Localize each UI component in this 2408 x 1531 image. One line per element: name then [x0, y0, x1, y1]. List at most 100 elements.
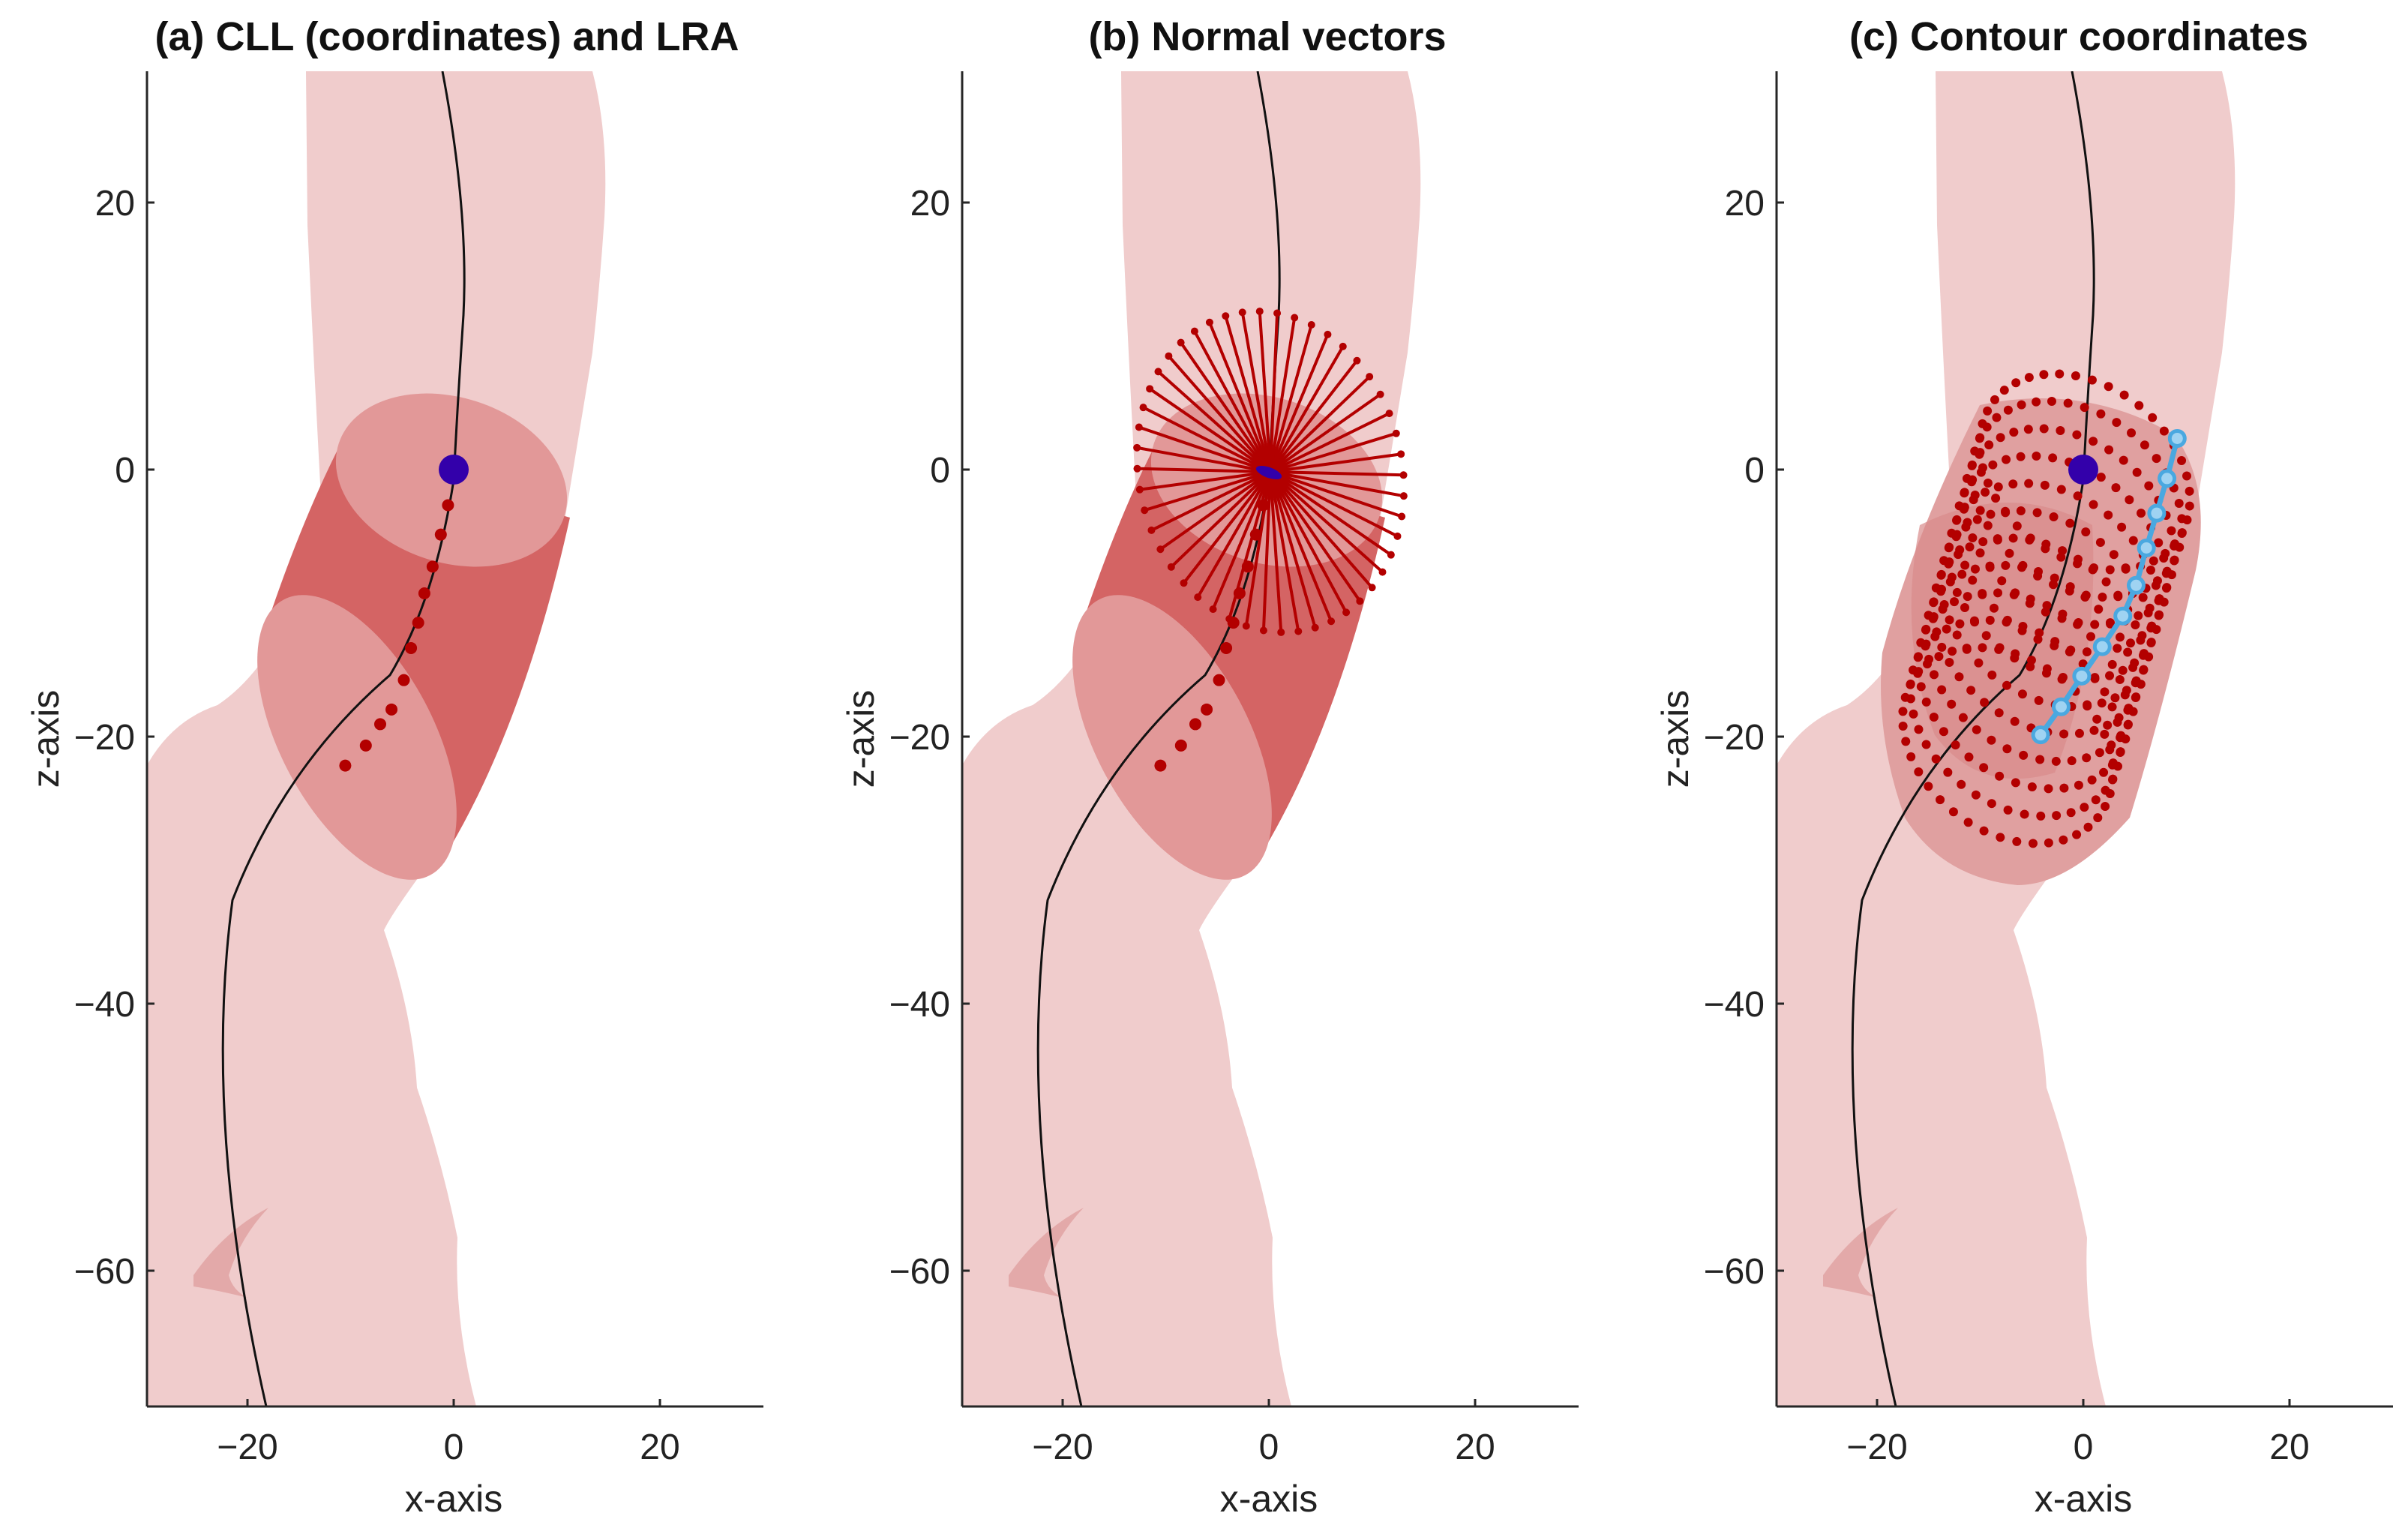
contour-point [2096, 409, 2106, 419]
panel-title: (c) Contour coordinates [1849, 14, 2308, 59]
contour-point [2149, 556, 2158, 566]
normal-vector-tip [1154, 368, 1162, 376]
x-tick-label: 0 [444, 1427, 464, 1467]
normal-vector [1167, 355, 1272, 473]
normal-vector [1208, 321, 1272, 473]
contour-point [2134, 401, 2144, 410]
contour-point [2174, 498, 2184, 508]
normal-vector [1270, 470, 1402, 518]
contour-point [1949, 597, 1959, 607]
contour-point [1996, 833, 2005, 842]
contour-point [2128, 662, 2138, 672]
contour-point [2108, 775, 2118, 785]
normal-vector [1269, 375, 1371, 473]
normal-vector [1269, 470, 1374, 589]
contour-point [1963, 592, 1972, 602]
normal-vector-tip [1194, 593, 1202, 602]
normal-vector [1269, 345, 1345, 473]
contour-point [1924, 782, 1933, 791]
contour-point [1985, 561, 1995, 571]
contour-line-point [2127, 575, 2146, 595]
contour-point [2110, 693, 2120, 703]
contour-point [2024, 479, 2034, 488]
contour-point [1991, 494, 2001, 503]
contour-point [1984, 440, 1994, 450]
contour-point [2177, 456, 2187, 466]
contour-point [2098, 592, 2107, 602]
contour-point [2073, 491, 2083, 501]
contour-point [2105, 671, 2115, 680]
normal-vector [1269, 470, 1362, 602]
normal-vector [1269, 471, 1333, 623]
cll-point [385, 703, 398, 716]
contour-point [1965, 542, 1975, 552]
normal-vector-tip [1222, 312, 1230, 320]
normal-vector [1228, 471, 1272, 620]
normal-vector [1269, 470, 1392, 557]
contour-point [1929, 713, 1939, 722]
x-tick-label: −20 [217, 1427, 277, 1467]
normal-vector [1240, 312, 1272, 473]
cll-point [1220, 641, 1233, 654]
contour-point [2034, 567, 2044, 577]
contour-point [1985, 615, 1995, 625]
cll-points [339, 499, 454, 772]
normal-vector-tip [1139, 404, 1147, 412]
contour-point [2056, 485, 2066, 494]
contour-point [2035, 628, 2044, 638]
normal-vector [1136, 446, 1271, 473]
normal-vector [1269, 471, 1283, 633]
contour-point [2082, 753, 2092, 763]
contour-point [1923, 659, 1933, 669]
contour-point [1982, 422, 1992, 432]
normal-vector-tip [1392, 429, 1400, 437]
normal-vector-tip [1165, 352, 1173, 360]
contour-point [1972, 515, 1982, 524]
contour-point [2167, 526, 2176, 536]
contour-point [2056, 425, 2065, 435]
normal-vector [1269, 313, 1279, 473]
contour-point [2143, 608, 2153, 617]
contour-line-point [2167, 429, 2187, 448]
contour-point [2044, 784, 2053, 794]
center-line [221, 71, 466, 1406]
contour-point [2089, 500, 2098, 509]
contour-point [2040, 480, 2050, 490]
contour-point [2131, 620, 2140, 629]
x-axis-label: x-axis [405, 1478, 503, 1520]
contour-point [1954, 672, 1964, 682]
contour-point [2017, 400, 2026, 410]
contour-point [2050, 637, 2060, 647]
normal-vector-tip [1393, 532, 1402, 540]
normal-vector-tip [1399, 492, 1408, 500]
contour-point [1970, 564, 1980, 574]
contour-point [1936, 795, 1945, 805]
contour-point [2059, 835, 2068, 845]
contour-point [2016, 452, 2026, 461]
normal-vector-tip [1397, 450, 1405, 458]
contour-point [1978, 589, 1987, 599]
y-axis-label: z-axis [1654, 690, 1696, 788]
cll-point [397, 674, 410, 686]
contour-point [2120, 690, 2130, 700]
normal-vector-tip [1376, 390, 1384, 398]
normal-vector [1270, 431, 1397, 473]
contour-point [2177, 529, 2187, 539]
contour-point [1913, 668, 1923, 678]
contour-point [1992, 413, 2002, 422]
y-tick-label: −20 [1704, 718, 1765, 758]
contour-point [1916, 682, 1926, 692]
contour-point [2005, 548, 2014, 558]
contour-point [1959, 504, 1969, 514]
contour-point [2081, 527, 2091, 537]
contour-point [1944, 543, 1954, 553]
normal-vector-tip [1225, 614, 1234, 623]
contour-point [1997, 576, 2007, 586]
normal-vector-tip [1190, 327, 1198, 335]
normal-vector [1179, 341, 1272, 473]
contour-point [2113, 644, 2122, 653]
contour-point [2139, 665, 2149, 675]
contour-point [1937, 685, 1947, 695]
normal-vector [1196, 470, 1272, 599]
y-tick-label: −20 [74, 718, 135, 758]
